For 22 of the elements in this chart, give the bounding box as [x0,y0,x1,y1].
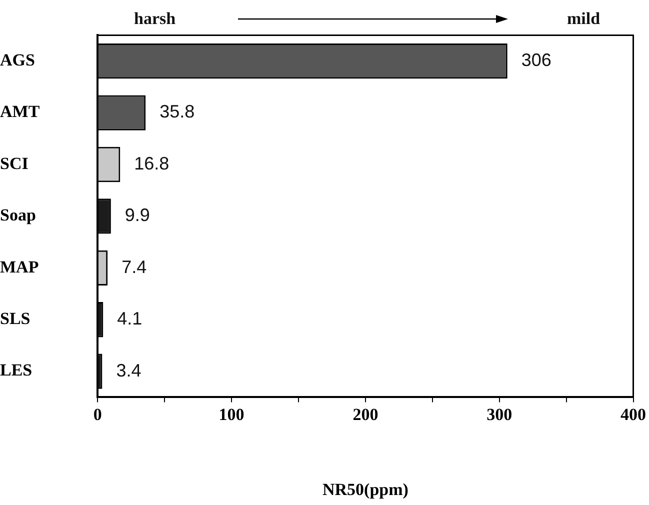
data-label: 35.8 [160,102,195,122]
x-tick-label: 300 [486,404,512,424]
text: mild [567,9,601,28]
text: harsh [134,9,176,28]
y-tick-label: SCI [0,154,29,173]
x-tick-label: 400 [620,404,646,424]
y-tick-label: AGS [0,50,35,70]
data-label: 4.1 [117,308,142,329]
data-label: 16.8 [134,153,170,174]
y-tick-label: MAP [0,257,39,276]
y-tick-label: SLS [0,309,30,328]
data-label: 7.4 [122,256,147,277]
y-tick-label: AMT [0,102,40,122]
x-axis-title: NR50(ppm) [322,480,408,500]
x-tick-label: 100 [218,404,244,424]
x-tick-label: 200 [352,404,378,424]
data-label: 9.9 [124,205,150,226]
x-tick-label: 0 [93,404,102,424]
y-tick-label: Soap [0,206,36,225]
data-label: 3.4 [116,360,142,380]
data-label: 306 [521,50,552,70]
y-tick-label: LES [0,360,32,380]
